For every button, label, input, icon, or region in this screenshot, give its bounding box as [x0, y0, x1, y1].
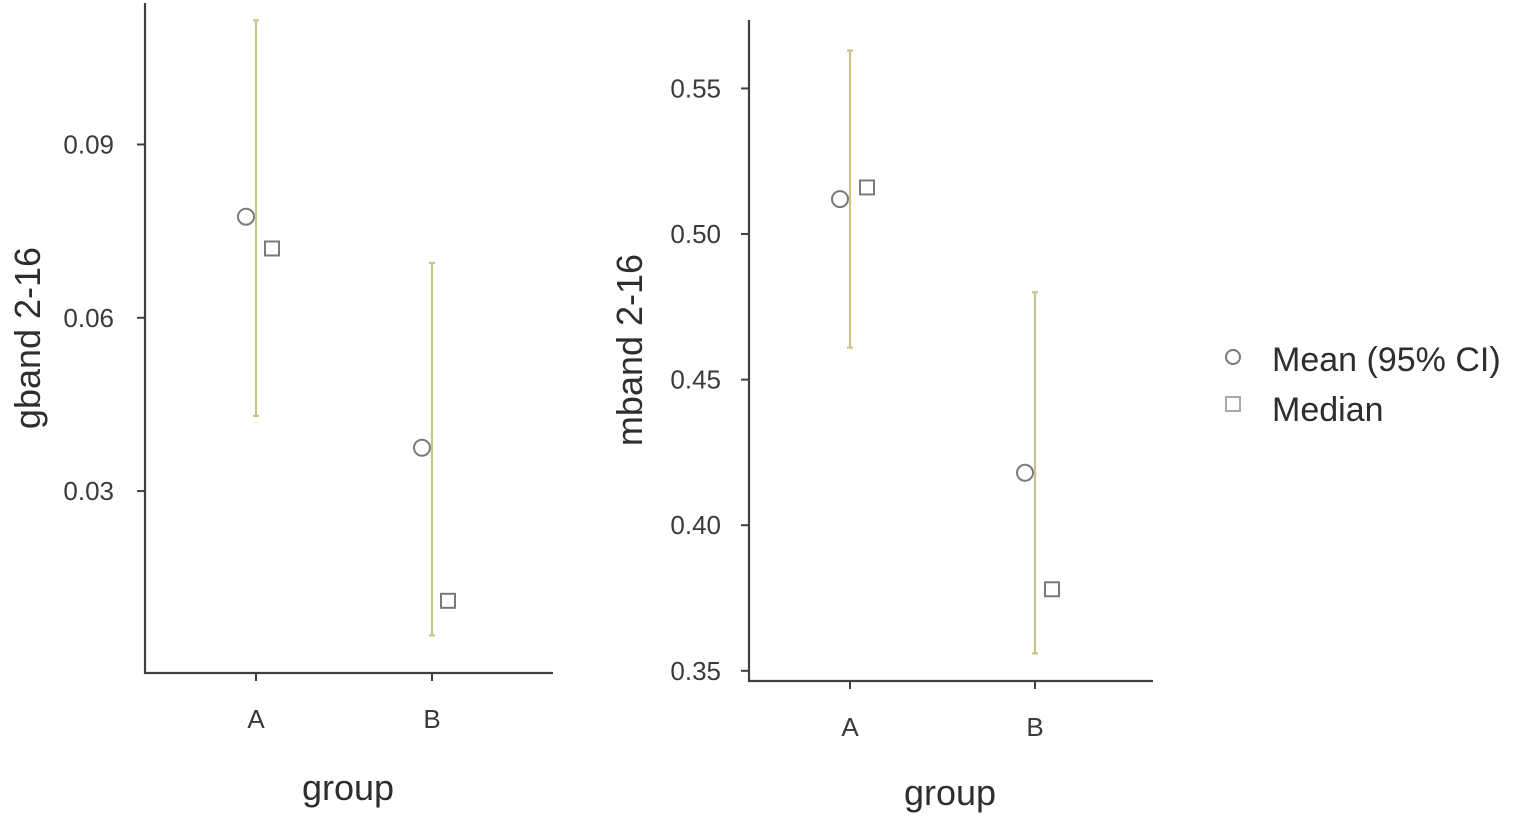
y-tick-label-mband: 0.40 [670, 510, 721, 540]
mean-point-gband [237, 207, 255, 226]
legend: Mean (95% CI) Median [1225, 341, 1501, 429]
y-tick-label-gband: 0.06 [63, 303, 114, 333]
circle-marker-icon [1225, 349, 1241, 365]
y-tick-label-mband: 0.55 [670, 73, 721, 103]
square-marker-icon [1225, 396, 1241, 412]
marks-gband [237, 19, 456, 637]
legend-label-median: Median [1272, 391, 1384, 429]
median-point-gband [264, 240, 280, 257]
x-tick-label-gband: A [247, 704, 265, 734]
y-axis-title-gband: gband 2-16 [7, 247, 48, 429]
x-tick-label-mband: B [1026, 712, 1043, 742]
median-point-gband [440, 592, 456, 609]
y-ticks-mband: 0.35 0.40 0.45 0.50 0.55 [670, 73, 749, 686]
y-tick-label-gband: 0.03 [63, 476, 114, 506]
mean-point-mband [1016, 463, 1034, 482]
mean-point-mband [831, 190, 849, 209]
median-point-mband [1044, 581, 1060, 598]
y-tick-label-mband: 0.45 [670, 365, 721, 395]
x-tick-label-mband: A [841, 712, 859, 742]
axes-frame-gband [143, 3, 553, 675]
x-axis-title-gband: group [302, 767, 394, 808]
x-tick-label-gband: B [423, 704, 440, 734]
y-axis-title-mband: mband 2-16 [609, 254, 650, 446]
mean-point-gband [413, 438, 431, 457]
legend-label-mean: Mean (95% CI) [1272, 341, 1501, 379]
axes-frame-mband [747, 20, 1153, 683]
y-ticks-gband: 0.03 0.06 0.09 [63, 130, 145, 506]
median-point-mband [859, 179, 875, 196]
y-tick-label-gband: 0.09 [63, 130, 114, 160]
x-axis-title-mband: group [904, 772, 996, 813]
y-tick-label-mband: 0.50 [670, 219, 721, 249]
marks-mband [831, 49, 1060, 655]
y-tick-label-mband: 0.35 [670, 656, 721, 686]
